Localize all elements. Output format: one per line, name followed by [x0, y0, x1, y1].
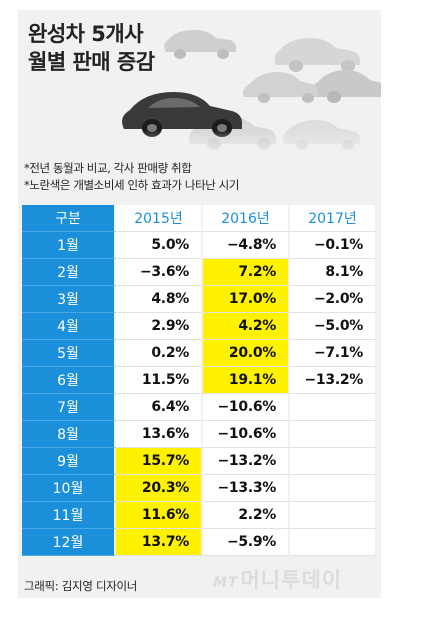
- value-cell: −13.2%: [203, 448, 290, 475]
- value-cell: −10.6%: [203, 394, 290, 421]
- table-row: 5월 0.2% 20.0% −7.1%: [22, 340, 377, 367]
- table-body: 1월 5.0% −4.8% −0.1% 2월 −3.6% 7.2% 8.1% 3월 4.8% 17.…: [22, 232, 377, 556]
- value-cell: [290, 529, 377, 556]
- highlighted-value-cell: 13.7%: [116, 529, 203, 556]
- month-label: 8월: [22, 421, 116, 448]
- title-line-2: 월별 판매 증감: [28, 50, 155, 74]
- table-row: 4월 2.9% 4.2% −5.0%: [22, 313, 377, 340]
- value-cell: 6.4%: [116, 394, 203, 421]
- table-row: 1월 5.0% −4.8% −0.1%: [22, 232, 377, 259]
- note-1: *전년 동월과 비교, 각사 판매량 취합: [24, 161, 192, 175]
- table-row: 11월 11.6% 2.2%: [22, 502, 377, 529]
- month-label: 12월: [22, 529, 116, 556]
- value-cell: −5.0%: [290, 313, 377, 340]
- table-header-row: 구분 2015년 2016년 2017년: [22, 205, 377, 232]
- value-cell: −3.6%: [116, 259, 203, 286]
- header-illustration: 완성차 5개사 월별 판매 증감: [18, 10, 381, 158]
- header-category: 구분: [22, 205, 116, 232]
- value-cell: 11.5%: [116, 367, 203, 394]
- table-row: 6월 11.5% 19.1% −13.2%: [22, 367, 377, 394]
- month-label: 3월: [22, 286, 116, 313]
- table-row: 8월 13.6% −10.6%: [22, 421, 377, 448]
- watermark: MT머니투데이: [213, 564, 342, 594]
- month-label: 11월: [22, 502, 116, 529]
- infographic-card: 완성차 5개사 월별 판매 증감 *전년 동월과 비교, 각사 판매량 취합 *…: [18, 10, 381, 598]
- value-cell: [290, 448, 377, 475]
- highlighted-value-cell: 20.0%: [203, 340, 290, 367]
- watermark-prefix: MT: [213, 575, 239, 591]
- highlighted-value-cell: 17.0%: [203, 286, 290, 313]
- highlighted-value-cell: 11.6%: [116, 502, 203, 529]
- month-label: 5월: [22, 340, 116, 367]
- highlighted-value-cell: 19.1%: [203, 367, 290, 394]
- month-label: 6월: [22, 367, 116, 394]
- value-cell: −7.1%: [290, 340, 377, 367]
- table-row: 2월 −3.6% 7.2% 8.1%: [22, 259, 377, 286]
- value-cell: 2.9%: [116, 313, 203, 340]
- month-label: 4월: [22, 313, 116, 340]
- highlighted-value-cell: 20.3%: [116, 475, 203, 502]
- value-cell: 5.0%: [116, 232, 203, 259]
- value-cell: 0.2%: [116, 340, 203, 367]
- value-cell: −10.6%: [203, 421, 290, 448]
- value-cell: [290, 475, 377, 502]
- header-year-2016: 2016년: [203, 205, 290, 232]
- value-cell: [290, 394, 377, 421]
- value-cell: −13.3%: [203, 475, 290, 502]
- table-row: 3월 4.8% 17.0% −2.0%: [22, 286, 377, 313]
- month-label: 2월: [22, 259, 116, 286]
- notes: *전년 동월과 비교, 각사 판매량 취합 *노란색은 개별소비세 인하 효과가…: [24, 160, 239, 194]
- month-label: 7월: [22, 394, 116, 421]
- table-row: 9월 15.7% −13.2%: [22, 448, 377, 475]
- value-cell: 4.8%: [116, 286, 203, 313]
- value-cell: 8.1%: [290, 259, 377, 286]
- graphic-credit: 그래픽: 김지영 디자이너: [24, 579, 138, 593]
- cars-illustration: [18, 30, 381, 158]
- header-year-2015: 2015년: [116, 205, 203, 232]
- month-label: 10월: [22, 475, 116, 502]
- value-cell: −2.0%: [290, 286, 377, 313]
- header-year-2017: 2017년: [290, 205, 377, 232]
- sales-table: 구분 2015년 2016년 2017년 1월 5.0% −4.8% −0.1% 2월 −…: [22, 205, 377, 556]
- value-cell: −13.2%: [290, 367, 377, 394]
- highlighted-value-cell: 15.7%: [116, 448, 203, 475]
- highlighted-value-cell: 4.2%: [203, 313, 290, 340]
- table-row: 10월 20.3% −13.3%: [22, 475, 377, 502]
- highlighted-value-cell: 7.2%: [203, 259, 290, 286]
- value-cell: −4.8%: [203, 232, 290, 259]
- value-cell: [290, 502, 377, 529]
- month-label: 1월: [22, 232, 116, 259]
- title-line-1: 완성차 5개사: [28, 22, 144, 46]
- note-2: *노란색은 개별소비세 인하 효과가 나타난 시기: [24, 178, 240, 192]
- value-cell: [290, 421, 377, 448]
- page-title: 완성차 5개사 월별 판매 증감: [28, 20, 155, 76]
- table-row: 7월 6.4% −10.6%: [22, 394, 377, 421]
- value-cell: 2.2%: [203, 502, 290, 529]
- value-cell: −0.1%: [290, 232, 377, 259]
- table-row: 12월 13.7% −5.9%: [22, 529, 377, 556]
- value-cell: 13.6%: [116, 421, 203, 448]
- month-label: 9월: [22, 448, 116, 475]
- watermark-text: 머니투데이: [240, 568, 343, 592]
- value-cell: −5.9%: [203, 529, 290, 556]
